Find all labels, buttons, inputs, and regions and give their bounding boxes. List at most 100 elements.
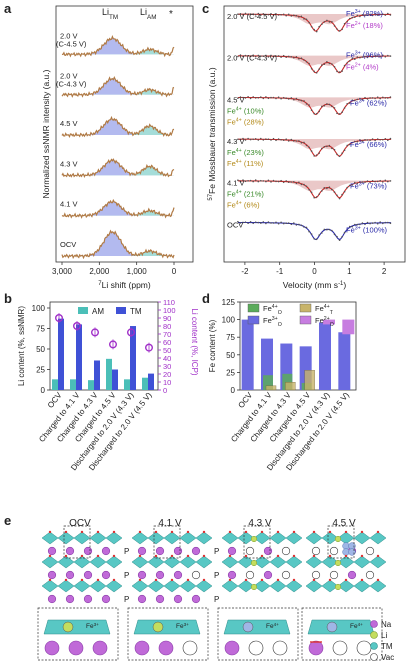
data-point — [371, 138, 374, 140]
inset-na-ion — [308, 640, 324, 656]
data-point — [282, 181, 285, 184]
data-point — [333, 148, 336, 151]
tm-octahedron — [89, 579, 107, 593]
data-point — [364, 139, 366, 141]
data-point — [374, 97, 376, 100]
data-point — [277, 14, 280, 16]
tm-octahedron — [89, 555, 107, 569]
tm-octahedron — [131, 531, 149, 545]
data-point — [310, 150, 313, 152]
fe3-percentage: Fe3+ (73%) — [350, 182, 387, 191]
nmr-experimental-line — [61, 75, 175, 98]
data-point — [369, 222, 371, 225]
data-point — [336, 153, 338, 156]
y2-tick-label: 70 — [163, 330, 171, 339]
data-point — [267, 221, 270, 223]
data-point — [280, 14, 282, 16]
data-point — [303, 100, 305, 102]
oxygen — [48, 554, 52, 558]
oxygen — [260, 530, 264, 534]
oxygen — [360, 530, 364, 534]
tm-octahedron — [57, 531, 75, 545]
fe4-cluster — [348, 548, 356, 556]
data-point — [379, 97, 381, 100]
data-point — [310, 25, 313, 28]
oxygen — [360, 578, 364, 582]
oxygen — [186, 578, 190, 582]
data-point — [379, 139, 381, 141]
data-point — [346, 21, 348, 23]
fe2-percentage: Fe2+ (18%) — [346, 21, 383, 30]
data-point — [376, 55, 379, 57]
fe2-bar — [342, 319, 355, 335]
data-point — [267, 138, 270, 140]
oxygen — [328, 554, 332, 558]
data-point — [359, 15, 361, 18]
tm-octahedron — [369, 531, 387, 545]
data-point — [361, 98, 364, 101]
data-point — [354, 223, 356, 226]
data-point — [389, 55, 392, 57]
tm-octahedron — [163, 531, 181, 545]
tm-octahedron — [147, 579, 165, 593]
tm-octahedron — [353, 555, 371, 569]
data-point — [331, 229, 333, 232]
panel-a-nmr: LiTM LiAM *2.0 V(C-4.5 V)2.0 V(C-4.3 V)4.5… — [41, 5, 194, 290]
y-tick-label: 50 — [36, 345, 45, 354]
data-point — [249, 97, 252, 100]
data-point — [315, 112, 318, 115]
data-point — [326, 61, 328, 63]
data-point — [323, 146, 326, 148]
tm-octahedron — [179, 579, 197, 593]
data-point — [376, 138, 379, 140]
oxygen — [228, 530, 232, 534]
data-point — [356, 141, 359, 143]
na-ion — [227, 570, 237, 580]
fe4-tet-percentage: Fe4+ (11%) — [227, 159, 264, 168]
tm-octahedron — [163, 579, 181, 593]
data-point — [290, 181, 293, 183]
data-point — [262, 13, 265, 15]
legend-swatch — [247, 303, 260, 313]
data-point — [333, 107, 336, 109]
data-point — [270, 54, 272, 57]
trace-label: (C-4.3 V) — [56, 80, 87, 89]
x-axis-label: Velocity (mm s-1) — [283, 280, 347, 290]
inset-vacancy — [248, 640, 264, 656]
inset-fe-site — [62, 621, 74, 633]
data-point — [244, 97, 247, 99]
tm-octahedron — [269, 555, 287, 569]
panel-a-frame — [55, 5, 194, 263]
data-point — [369, 54, 371, 57]
data-point — [249, 13, 252, 15]
oxygen — [64, 578, 68, 582]
oxygen — [112, 530, 116, 534]
data-point — [336, 235, 338, 238]
data-point — [336, 194, 338, 197]
nmr-trace: 4.1 V — [60, 198, 175, 219]
data-point — [282, 222, 285, 225]
tm-octahedron — [285, 579, 303, 593]
data-point — [379, 179, 381, 182]
y-tick-label: 125 — [222, 298, 236, 307]
data-point — [361, 140, 364, 142]
tm-octahedron — [73, 579, 91, 593]
data-point — [359, 97, 361, 100]
data-point — [298, 99, 300, 101]
nmr-experimental-line — [61, 158, 175, 178]
data-point — [252, 138, 254, 141]
p-label: P — [124, 595, 129, 604]
data-point — [267, 179, 270, 182]
inset-tm-slab — [223, 619, 291, 635]
na-ion — [173, 570, 183, 580]
data-point — [371, 180, 374, 182]
data-point — [272, 222, 275, 224]
legend-label: Fe2+O — [315, 316, 334, 328]
data-point — [270, 139, 272, 141]
data-point — [346, 229, 348, 231]
data-point — [387, 97, 389, 99]
component-fill — [237, 139, 392, 150]
data-point — [265, 54, 267, 57]
p-label: P — [214, 595, 219, 604]
